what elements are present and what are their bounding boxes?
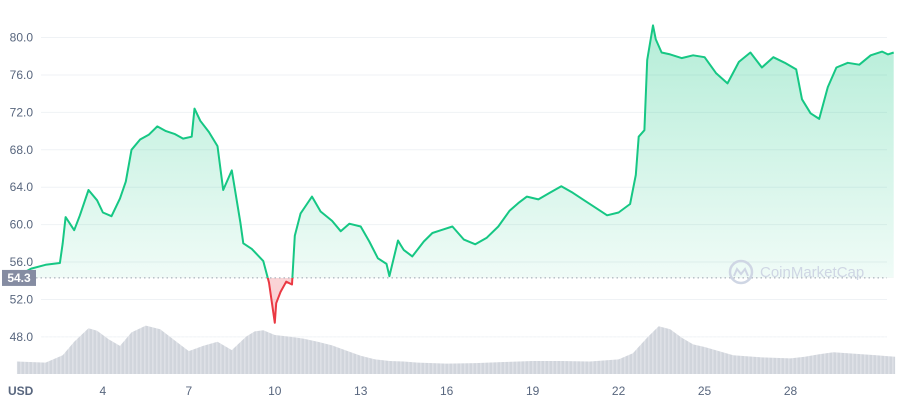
y-tick-label: 52.0 [10,292,34,306]
y-tick-label: 48.0 [10,330,34,344]
y-tick-label: 68.0 [10,143,34,157]
x-tick-label: 16 [440,384,454,398]
watermark-text: CoinMarketCap [760,264,864,281]
watermark: CoinMarketCap [728,259,864,285]
x-axis-ticks: 4 7 10 13 16 19 22 25 28 [100,384,798,398]
coinmarketcap-logo-icon [728,259,754,285]
baseline-price-text: 54.3 [7,271,31,285]
currency-label: USD [8,384,34,398]
y-tick-label: 60.0 [10,218,34,232]
y-tick-label: 64.0 [10,180,34,194]
volume-fill [16,325,896,374]
x-tick-label: 7 [185,384,192,398]
x-tick-label: 19 [526,384,540,398]
x-tick-label: 28 [784,384,798,398]
y-axis-ticks: 48.0 52.0 56.0 60.0 64.0 68.0 72.0 76.0 80.0 [10,31,34,344]
x-tick-label: 13 [354,384,368,398]
y-tick-label: 80.0 [10,31,34,45]
volume-area [16,312,896,374]
x-tick-label: 25 [698,384,712,398]
x-tick-label: 4 [100,384,107,398]
y-tick-label: 56.0 [10,255,34,269]
x-tick-label: 10 [268,384,282,398]
y-tick-label: 76.0 [10,68,34,82]
price-line-up [16,24,895,278]
baseline-price-label: 54.3 [2,269,36,286]
x-tick-label: 22 [612,384,626,398]
y-tick-label: 72.0 [10,105,34,119]
price-area-up [16,25,894,278]
price-line [16,24,895,324]
